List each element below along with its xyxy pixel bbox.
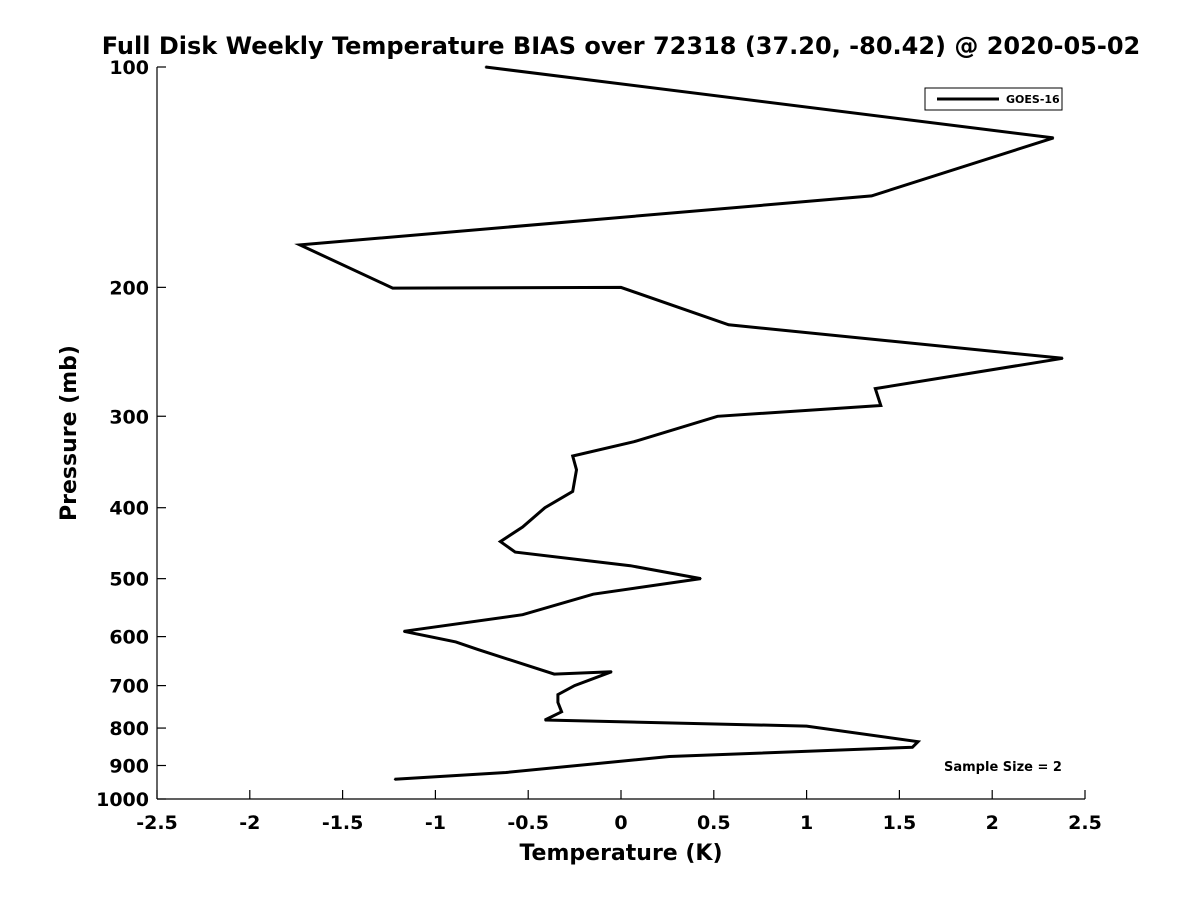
y-tick-label: 700 (109, 676, 149, 698)
x-tick-label: -0.5 (507, 812, 549, 834)
y-tick-label: 100 (109, 57, 149, 79)
data-point (633, 440, 635, 443)
x-axis-ticks: -2.5 -2 -1.5 -1 -0.5 0 0.5 1 1.5 2 2.5 (136, 790, 1102, 834)
data-point (716, 415, 719, 418)
data-point (592, 593, 594, 595)
y-tick-label: 1000 (96, 789, 149, 811)
y-tick-label: 600 (109, 627, 149, 649)
x-tick-label: -2.5 (136, 812, 178, 834)
data-point (1061, 357, 1064, 360)
y-tick-label: 300 (109, 406, 149, 428)
data-point (874, 387, 877, 390)
x-tick-label: -2 (239, 812, 260, 834)
sample-size-annotation: Sample Size = 2 (944, 760, 1062, 775)
x-tick-label: 0.5 (697, 812, 731, 834)
data-point (911, 746, 914, 749)
data-point (1052, 137, 1055, 139)
x-tick-label: 2.5 (1068, 812, 1102, 834)
y-axis-label: Pressure (mb) (57, 345, 82, 521)
data-point (553, 673, 555, 675)
x-tick-label: -1.5 (322, 812, 364, 834)
data-point (505, 771, 507, 774)
data-point (299, 244, 301, 246)
data-point (610, 670, 613, 673)
data-point (521, 526, 524, 528)
data-point (499, 540, 502, 543)
data-point (557, 693, 559, 696)
data-point (629, 564, 632, 567)
legend-label: GOES-16 (1006, 93, 1060, 106)
data-point (560, 711, 563, 713)
data-point (391, 287, 394, 289)
data-point (700, 577, 702, 580)
data-point (477, 648, 479, 651)
data-point (620, 286, 622, 289)
data-point (521, 613, 524, 616)
series-layer (294, 65, 1064, 781)
data-point (727, 324, 730, 326)
chart-title: Full Disk Weekly Temperature BIAS over 7… (102, 32, 1141, 60)
data-point (571, 455, 574, 457)
y-tick-label: 900 (109, 756, 149, 778)
data-point (805, 725, 808, 727)
y-tick-label: 400 (109, 498, 149, 520)
y-tick-label: 800 (109, 718, 149, 740)
data-point (575, 469, 578, 471)
data-point (455, 641, 457, 643)
y-tick-label: 500 (109, 569, 149, 591)
data-point (668, 755, 671, 758)
data-point (544, 719, 546, 721)
data-point (544, 506, 546, 509)
data-point (573, 684, 576, 687)
data-point (917, 740, 919, 743)
data-point (514, 551, 516, 553)
data-point (571, 490, 574, 493)
x-axis-label: Temperature (K) (519, 841, 722, 866)
x-tick-label: 1 (800, 812, 813, 834)
data-point (880, 404, 882, 407)
data-point (557, 701, 559, 704)
x-tick-label: 2 (986, 812, 999, 834)
data-point (484, 66, 487, 68)
data-point (870, 195, 873, 197)
legend: GOES-16 (924, 87, 1063, 111)
y-tick-label: 200 (109, 277, 149, 299)
data-point (403, 630, 405, 633)
x-tick-label: 0 (614, 812, 627, 834)
y-axis-ticks: 100 200 300 400 500 600 700 800 900 1000 (96, 57, 166, 811)
x-tick-label: -1 (425, 812, 446, 834)
data-point (393, 778, 396, 781)
x-tick-label: 1.5 (883, 812, 917, 834)
